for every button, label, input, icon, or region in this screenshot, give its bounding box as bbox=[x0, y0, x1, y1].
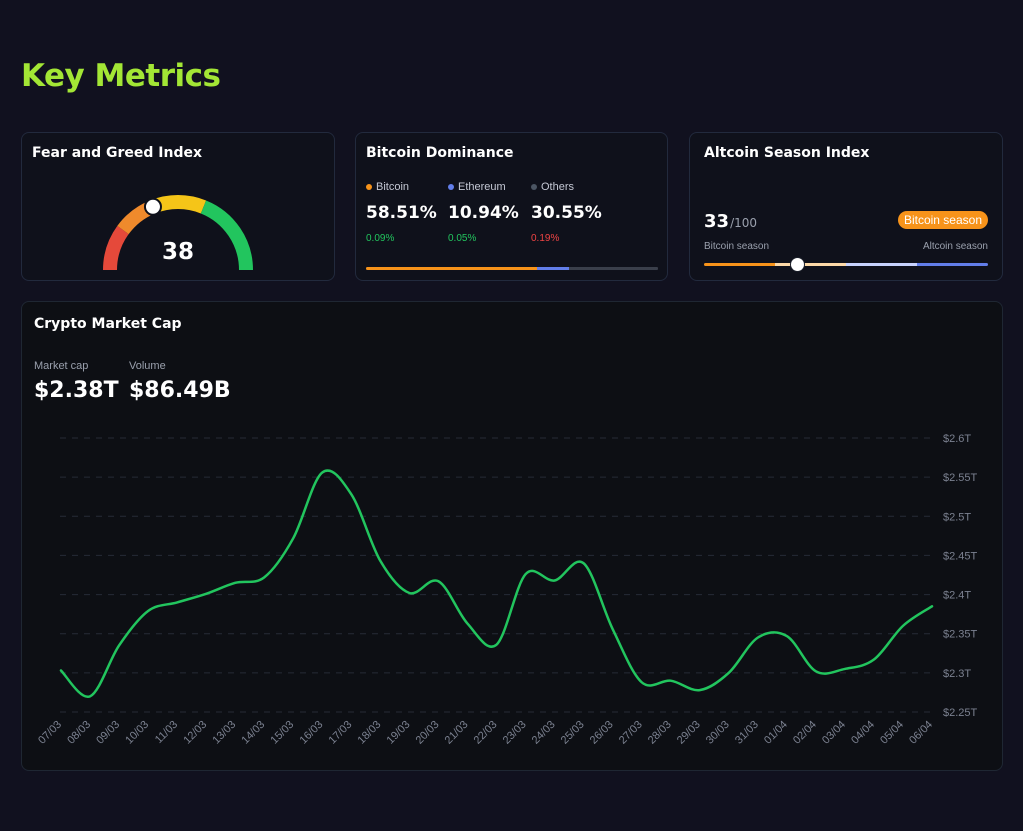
x-tick-label: 25/03 bbox=[559, 719, 587, 747]
volume-label: Volume bbox=[129, 360, 166, 372]
x-tick-label: 04/04 bbox=[849, 719, 877, 747]
bitcoin-dominance-change: 0.09% bbox=[366, 233, 395, 244]
legend-bitcoin: Bitcoin bbox=[366, 181, 409, 193]
gauge-segment-4 bbox=[200, 200, 253, 271]
bitcoin-dominance-card[interactable]: Bitcoin Dominance Bitcoin Ethereum Other… bbox=[355, 132, 668, 281]
x-tick-label: 23/03 bbox=[501, 719, 529, 747]
fear-greed-value: 38 bbox=[161, 239, 194, 265]
altcoin-score-max: /100 bbox=[730, 216, 758, 230]
others-dot bbox=[531, 184, 537, 190]
y-tick-label: $2.25T bbox=[943, 707, 978, 719]
x-tick-label: 02/04 bbox=[791, 719, 819, 747]
market-cap-value: $2.38T bbox=[34, 378, 119, 403]
legend-others: Others bbox=[531, 181, 574, 193]
x-tick-label: 09/03 bbox=[94, 719, 122, 747]
x-tick-label: 29/03 bbox=[675, 719, 703, 747]
alt-bar-seg-1 bbox=[704, 263, 775, 266]
x-tick-label: 27/03 bbox=[617, 719, 645, 747]
page-title: Key Metrics bbox=[21, 58, 221, 94]
x-tick-label: 21/03 bbox=[443, 719, 471, 747]
fear-greed-card[interactable]: Fear and Greed Index 38 bbox=[21, 132, 335, 281]
market-cap-series-line bbox=[59, 469, 934, 698]
x-tick-label: 22/03 bbox=[472, 719, 500, 747]
y-tick-label: $2.4T bbox=[943, 590, 971, 602]
market-cap-label: Market cap bbox=[34, 360, 89, 372]
x-tick-label: 12/03 bbox=[181, 719, 209, 747]
dominance-bar-bitcoin bbox=[366, 267, 537, 270]
market-cap-title: Crypto Market Cap bbox=[34, 316, 182, 332]
others-dominance-change: 0.19% bbox=[531, 233, 560, 244]
y-tick-label: $2.6T bbox=[943, 433, 971, 445]
x-tick-label: 13/03 bbox=[210, 719, 238, 747]
x-tick-label: 17/03 bbox=[327, 719, 355, 747]
legend-bitcoin-label: Bitcoin bbox=[376, 181, 410, 193]
x-tick-label: 01/04 bbox=[762, 719, 790, 747]
y-tick-label: $2.5T bbox=[943, 511, 971, 523]
x-tick-label: 26/03 bbox=[588, 719, 616, 747]
legend-ethereum: Ethereum bbox=[448, 181, 506, 193]
x-tick-label: 28/03 bbox=[646, 719, 674, 747]
ethereum-dominance-value: 10.94% bbox=[448, 203, 519, 223]
x-tick-label: 31/03 bbox=[733, 719, 761, 747]
x-tick-label: 19/03 bbox=[385, 719, 413, 747]
x-tick-label: 05/04 bbox=[878, 719, 906, 747]
others-dominance-value: 30.55% bbox=[531, 203, 602, 223]
altcoin-slider-knob bbox=[791, 258, 805, 271]
x-tick-label: 14/03 bbox=[239, 719, 267, 747]
alt-bar-seg-2 bbox=[775, 263, 846, 266]
legend-others-label: Others bbox=[541, 181, 575, 193]
x-tick-label: 24/03 bbox=[530, 719, 558, 747]
fear-greed-gauge bbox=[103, 195, 253, 271]
altcoin-title: Altcoin Season Index bbox=[704, 145, 870, 161]
market-cap-chart[interactable]: $2.25T $2.3T $2.35T $2.4T $2.45T $2.5T $2.55T $… bbox=[22, 302, 1004, 772]
x-tick-label: 20/03 bbox=[414, 719, 442, 747]
altcoin-season-card[interactable]: Altcoin Season Index 33/100 Bitcoin seas… bbox=[689, 132, 1003, 281]
y-tick-label: $2.35T bbox=[943, 629, 978, 641]
dominance-bar-ethereum bbox=[536, 267, 569, 270]
alt-bar-seg-3 bbox=[846, 263, 917, 266]
y-tick-label: $2.45T bbox=[943, 550, 978, 562]
altcoin-right-label: Altcoin season bbox=[922, 241, 988, 252]
y-tick-label: $2.3T bbox=[943, 668, 971, 680]
altcoin-season-bar bbox=[704, 263, 988, 266]
ethereum-dominance-change: 0.05% bbox=[448, 233, 477, 244]
x-tick-label: 03/04 bbox=[820, 719, 848, 747]
x-tick-label: 08/03 bbox=[65, 719, 93, 747]
x-tick-label: 16/03 bbox=[297, 719, 325, 747]
ethereum-dot bbox=[448, 184, 454, 190]
gauge-segment-1 bbox=[103, 225, 129, 271]
legend-ethereum-label: Ethereum bbox=[458, 181, 506, 193]
altcoin-score: 33/100 bbox=[704, 211, 757, 232]
x-tick-label: 10/03 bbox=[123, 719, 151, 747]
y-tick-label: $2.55T bbox=[943, 472, 978, 484]
x-tick-label: 11/03 bbox=[153, 719, 180, 746]
x-tick-label: 30/03 bbox=[704, 719, 732, 747]
altcoin-score-value: 33 bbox=[704, 211, 730, 232]
fear-greed-title: Fear and Greed Index bbox=[32, 145, 203, 161]
altcoin-left-label: Bitcoin season bbox=[704, 241, 770, 252]
x-tick-label: 06/04 bbox=[907, 719, 935, 747]
dominance-bar bbox=[366, 267, 658, 270]
dominance-bar-others bbox=[568, 267, 658, 270]
x-tick-label: 18/03 bbox=[356, 719, 384, 747]
season-badge: Bitcoin season bbox=[897, 211, 988, 229]
market-cap-card[interactable]: Crypto Market Cap Market cap $2.38T Volu… bbox=[21, 301, 1003, 771]
bitcoin-dominance-value: 58.51% bbox=[366, 203, 437, 223]
x-tick-label: 15/03 bbox=[268, 719, 296, 747]
bitcoin-dot bbox=[366, 184, 372, 190]
volume-value: $86.49B bbox=[129, 378, 231, 403]
alt-bar-seg-4 bbox=[917, 263, 988, 266]
dominance-title: Bitcoin Dominance bbox=[366, 145, 514, 161]
x-tick-label: 07/03 bbox=[36, 719, 64, 747]
gauge-knob bbox=[143, 197, 162, 216]
